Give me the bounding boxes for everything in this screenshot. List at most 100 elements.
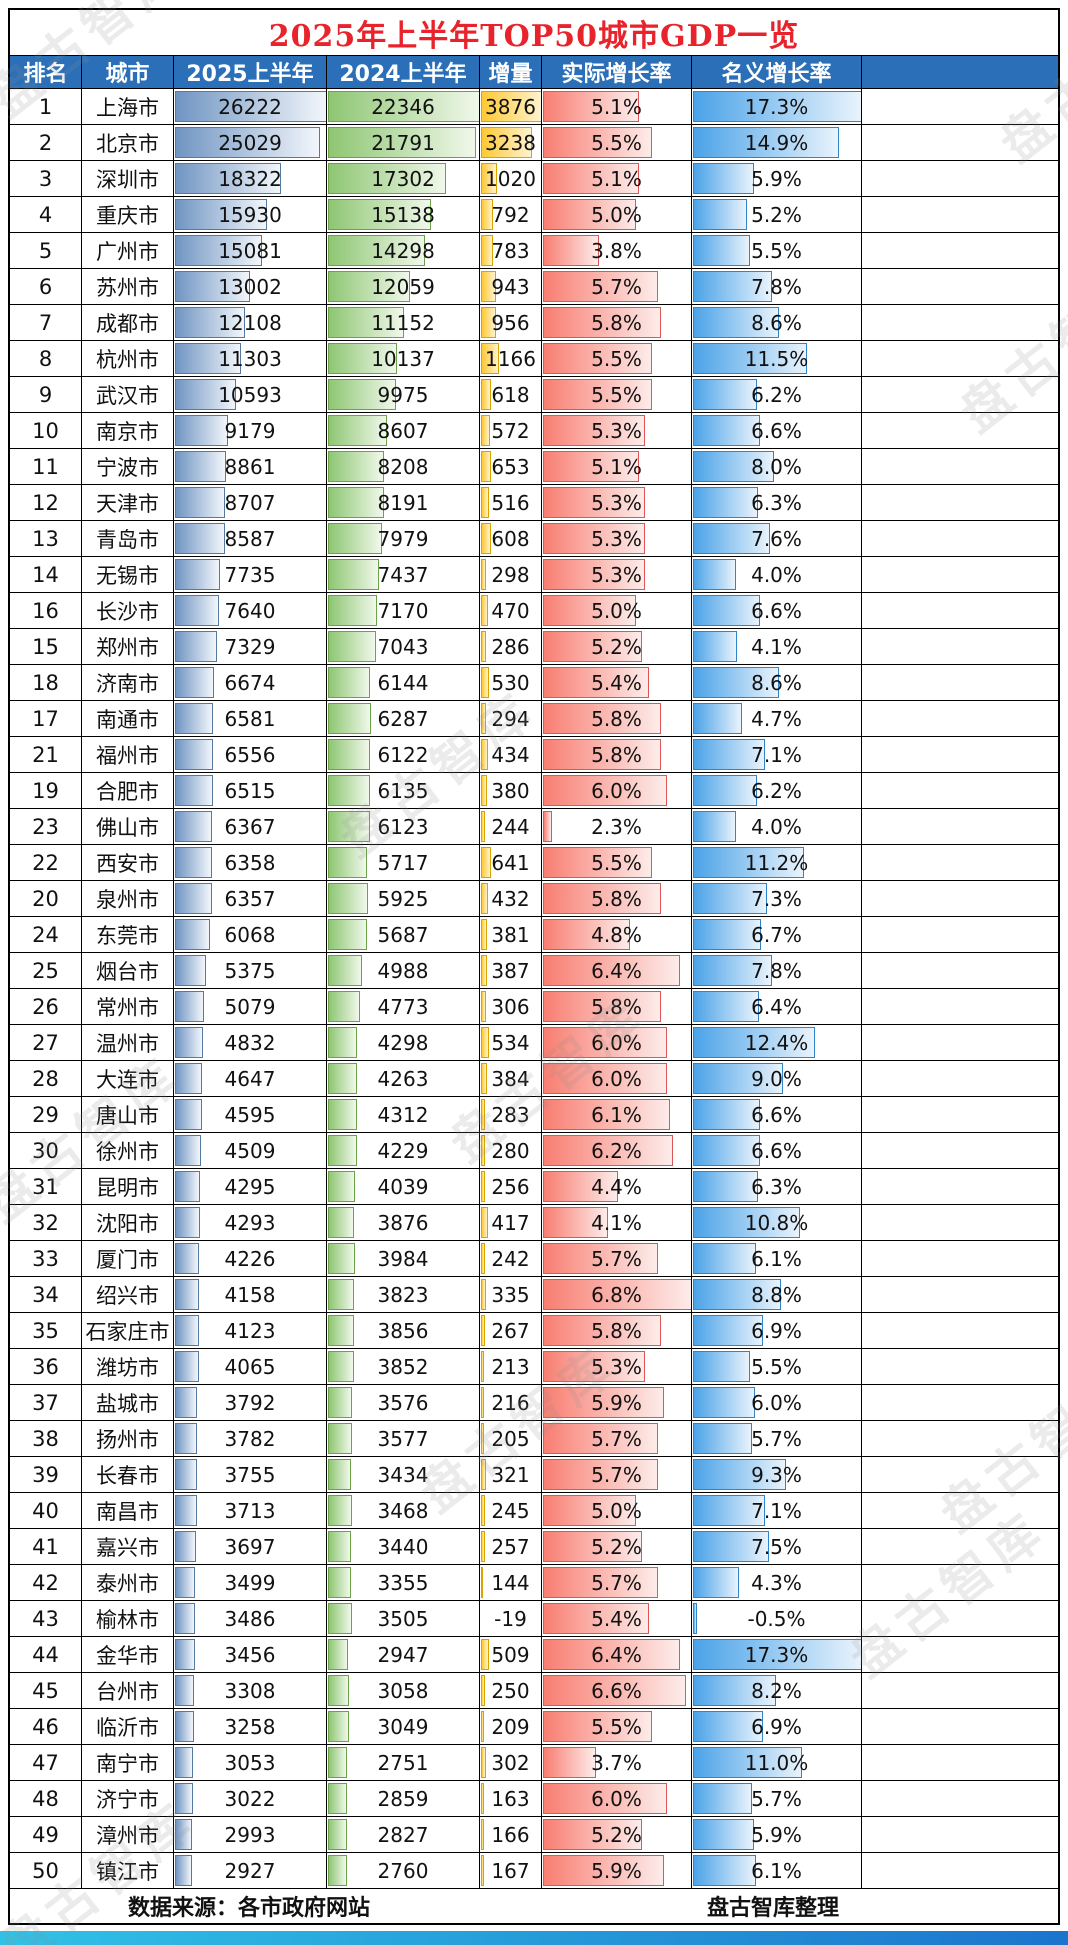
rank-cell: 39 (10, 1457, 82, 1493)
gdp-2024-value: 3434 (377, 1462, 429, 1487)
gdp-2025-cell: 4158 (174, 1277, 327, 1313)
delta-bar (481, 1243, 485, 1274)
city-cell: 广州市 (82, 233, 174, 269)
empty-cell (862, 809, 1058, 845)
gdp-2025-cell: 6367 (174, 809, 327, 845)
gdp-2025-cell: 3713 (174, 1493, 327, 1529)
gdp-2024-bar (328, 1387, 353, 1418)
gdp-2024-bar (328, 1783, 348, 1814)
empty-cell (862, 1493, 1058, 1529)
real-growth-cell: 2.3% (542, 809, 692, 845)
delta-cell: 956 (480, 305, 542, 341)
gdp-2025-bar (175, 1423, 197, 1454)
nominal-growth-cell: 8.6% (692, 665, 862, 701)
gdp-2025-cell: 3486 (174, 1601, 327, 1637)
real-growth-bar (543, 1459, 658, 1490)
gdp-2024-bar (328, 703, 371, 734)
header-nominal-growth: 名义增长率 (692, 56, 862, 89)
delta-cell: 470 (480, 593, 542, 629)
gdp-2025-bar (175, 1351, 199, 1382)
rank-cell: 43 (10, 1601, 82, 1637)
rank-cell: 33 (10, 1241, 82, 1277)
gdp-2024-value: 3355 (377, 1570, 429, 1595)
delta-value: 144 (491, 1570, 530, 1595)
gdp-2025-cell: 6515 (174, 773, 327, 809)
data-source-note: 数据来源：各市政府网站 (127, 1896, 370, 1921)
credit-note: 盘古智库整理 (706, 1896, 839, 1921)
gdp-2025-cell: 2993 (174, 1817, 327, 1853)
delta-bar (481, 451, 492, 482)
real-growth-cell: 5.8% (542, 881, 692, 917)
gdp-2024-bar (328, 955, 362, 986)
delta-bar (481, 235, 494, 266)
nominal-growth-value: 6.0% (751, 1390, 802, 1415)
gdp-2024-bar (328, 523, 383, 554)
nominal-growth-bar (693, 271, 772, 302)
gdp-2024-cell: 3049 (327, 1709, 480, 1745)
delta-cell: -19 (480, 1601, 542, 1637)
gdp-2024-cell: 3440 (327, 1529, 480, 1565)
gdp-2024-value: 2859 (377, 1786, 429, 1811)
gdp-2025-value: 8587 (224, 526, 276, 551)
city-cell: 烟台市 (82, 953, 174, 989)
table-row: 2 北京市 25029 21791 3238 5.5% 14.9% (10, 125, 1058, 161)
rank-cell: 26 (10, 989, 82, 1025)
rank-cell: 19 (10, 773, 82, 809)
table-row: 22 西安市 6358 5717 641 5.5% 11.2% (10, 845, 1058, 881)
gdp-2024-value: 4988 (377, 958, 429, 983)
nominal-growth-bar (693, 1099, 761, 1130)
real-growth-cell: 5.5% (542, 845, 692, 881)
gdp-2024-bar (328, 595, 377, 626)
gdp-2024-cell: 10137 (327, 341, 480, 377)
gdp-2025-value: 3697 (224, 1534, 276, 1559)
delta-value: 943 (491, 274, 530, 299)
real-growth-bar (543, 1387, 665, 1418)
delta-value: 167 (491, 1858, 530, 1883)
nominal-growth-bar (693, 1243, 756, 1274)
gdp-2025-value: 4065 (224, 1354, 276, 1379)
nominal-growth-bar (693, 1063, 784, 1094)
nominal-growth-bar (693, 991, 759, 1022)
delta-cell: 608 (480, 521, 542, 557)
real-growth-value: 5.9% (591, 1858, 642, 1883)
real-growth-bar (543, 595, 637, 626)
gdp-2025-value: 2993 (224, 1822, 276, 1847)
rank-cell: 2 (10, 125, 82, 161)
real-growth-value: 5.7% (591, 274, 642, 299)
real-growth-value: 5.2% (591, 1822, 642, 1847)
gdp-2024-value: 8191 (377, 490, 429, 515)
header-gdp-2025: 2025上半年 (174, 56, 327, 89)
bottom-accent-bar (0, 1931, 1068, 1945)
real-growth-cell: 5.8% (542, 701, 692, 737)
gdp-2024-bar (328, 271, 411, 302)
empty-cell (862, 485, 1058, 521)
gdp-2025-bar (175, 343, 241, 374)
delta-bar (481, 343, 500, 374)
nominal-growth-bar (693, 1711, 764, 1742)
rank-cell: 9 (10, 377, 82, 413)
nominal-growth-cell: 11.0% (692, 1745, 862, 1781)
city-cell: 福州市 (82, 737, 174, 773)
nominal-growth-value: 6.4% (751, 994, 802, 1019)
delta-cell: 380 (480, 773, 542, 809)
delta-value: 216 (491, 1390, 530, 1415)
gdp-2025-value: 3755 (224, 1462, 276, 1487)
gdp-2025-bar (175, 199, 268, 230)
real-growth-cell: 5.0% (542, 197, 692, 233)
delta-cell: 286 (480, 629, 542, 665)
gdp-2025-bar (175, 1603, 196, 1634)
delta-value: 1166 (485, 346, 536, 371)
delta-value: 783 (491, 238, 530, 263)
gdp-2025-cell: 3258 (174, 1709, 327, 1745)
nominal-growth-bar (693, 775, 757, 806)
delta-cell: 432 (480, 881, 542, 917)
real-growth-bar (543, 1567, 658, 1598)
gdp-2025-value: 15081 (218, 238, 282, 263)
city-cell: 天津市 (82, 485, 174, 521)
nominal-growth-value: 5.7% (751, 1786, 802, 1811)
gdp-2024-bar (328, 163, 446, 194)
gdp-2025-cell: 4123 (174, 1313, 327, 1349)
real-growth-value: 5.2% (591, 1534, 642, 1559)
nominal-growth-value: 7.3% (751, 886, 802, 911)
delta-value: 163 (491, 1786, 530, 1811)
